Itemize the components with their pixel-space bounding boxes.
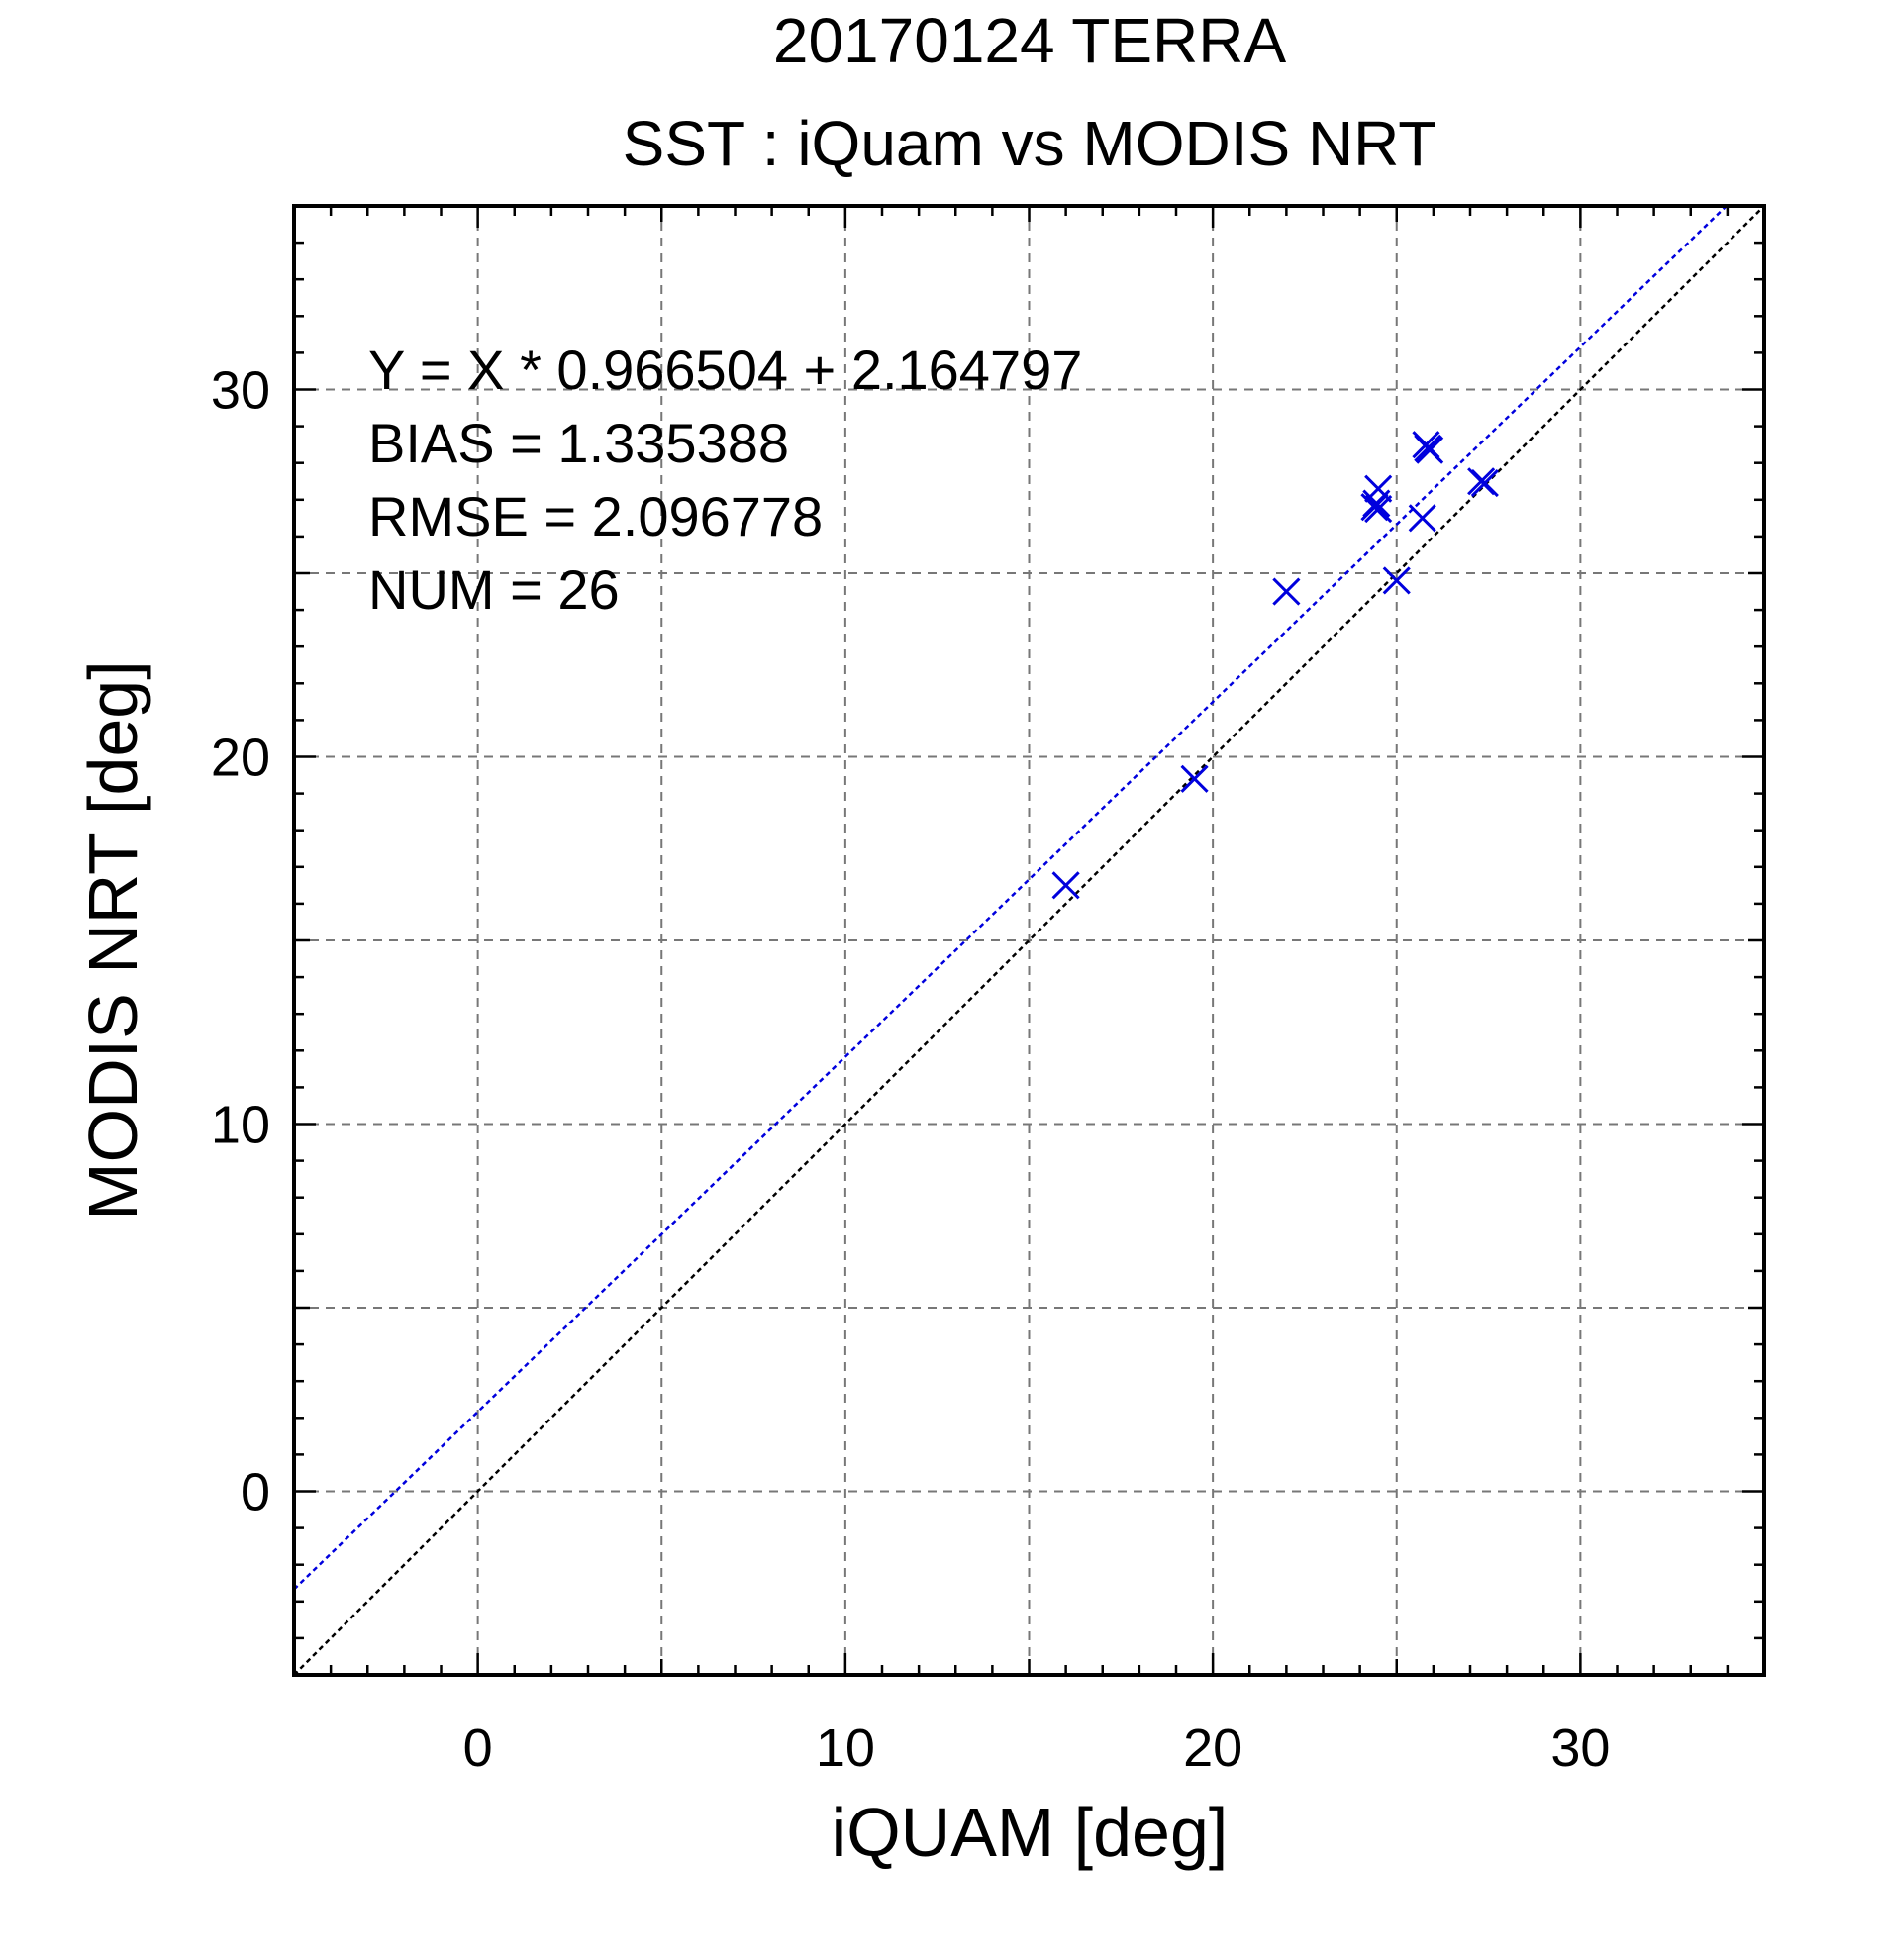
chart-title: 20170124 TERRA xyxy=(773,5,1287,76)
y-tick-label: 20 xyxy=(211,729,270,788)
data-points xyxy=(1051,431,1499,900)
x-axis-label: iQUAM [deg] xyxy=(832,1794,1229,1871)
regression-fit-line xyxy=(293,205,1728,1591)
statistics-line: Y = X * 0.966504 + 2.164797 xyxy=(368,339,1082,401)
x-tick-label: 30 xyxy=(1550,1718,1610,1778)
data-point xyxy=(1051,871,1080,900)
plot-frame xyxy=(292,204,1766,1677)
y-tick-label: 0 xyxy=(241,1463,270,1522)
grid-lines xyxy=(294,206,1764,1675)
x-tick-label: 10 xyxy=(816,1718,875,1778)
reference-lines xyxy=(293,205,1765,1676)
y-tick-label: 10 xyxy=(211,1096,270,1155)
data-point xyxy=(1416,436,1444,464)
statistics-line: BIAS = 1.335388 xyxy=(368,412,789,474)
y-axis-label: MODIS NRT [deg] xyxy=(74,660,151,1220)
data-point xyxy=(1364,495,1393,524)
y-tick-labels: 0 10 20 30 xyxy=(211,361,270,1522)
data-point xyxy=(1180,764,1209,793)
data-point xyxy=(1382,566,1411,595)
data-point xyxy=(1408,504,1436,533)
one-to-one-line xyxy=(293,205,1765,1676)
statistics-line: RMSE = 2.096778 xyxy=(368,485,823,547)
y-tick-label: 30 xyxy=(211,361,270,421)
x-tick-labels: 0 10 20 30 xyxy=(463,1718,1611,1778)
x-tick-label: 0 xyxy=(463,1718,493,1778)
chart-subtitle: SST : iQuam vs MODIS NRT xyxy=(623,108,1437,179)
x-tick-label: 20 xyxy=(1183,1718,1242,1778)
statistics-annotation: Y = X * 0.966504 + 2.164797 BIAS = 1.3353… xyxy=(368,339,1082,621)
statistics-line: NUM = 26 xyxy=(368,558,620,621)
data-point xyxy=(1364,474,1393,503)
data-point xyxy=(1470,469,1499,498)
data-point xyxy=(1272,577,1301,606)
